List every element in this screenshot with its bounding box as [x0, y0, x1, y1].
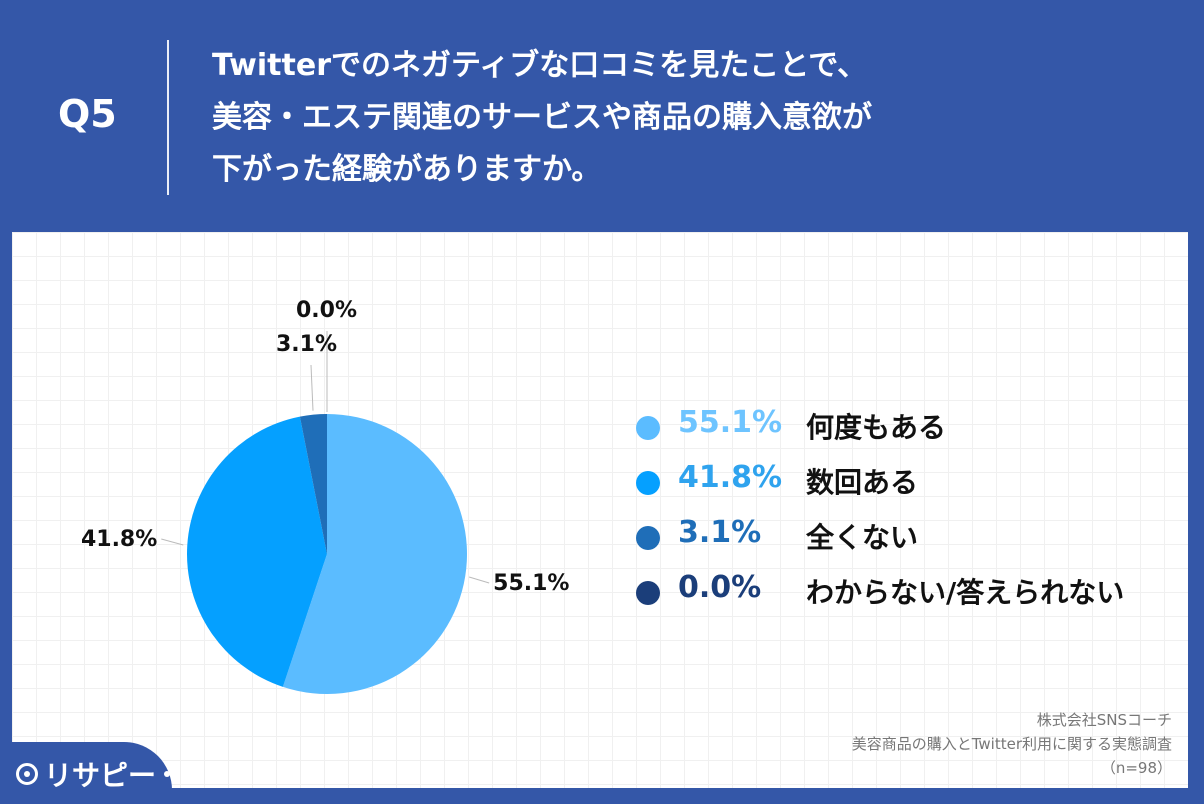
- location-pin-icon: [16, 763, 38, 785]
- pie-slices: [187, 414, 468, 694]
- question-line-2: 美容・エステ関連のサービスや商品の購入意欲が: [212, 100, 872, 135]
- legend-label: 数回ある: [806, 466, 919, 499]
- legend-percent: 55.1%: [678, 405, 783, 440]
- pie-slice: [282, 414, 468, 694]
- legend-swatch: [636, 471, 660, 495]
- chart-legend: 55.1% 何度もある 41.8% 数回ある 3.1% 全くない 0.0% わか…: [626, 398, 1186, 618]
- logo-text: リサピー: [44, 759, 157, 792]
- question-number: Q5: [58, 92, 117, 136]
- legend-item: 3.1% 全くない: [626, 508, 1186, 563]
- source-company: 株式会社SNSコーチ: [1036, 711, 1172, 729]
- legend-percent: 3.1%: [678, 515, 762, 550]
- legend-swatch: [636, 526, 660, 550]
- legend-percent: 41.8%: [678, 460, 783, 495]
- pie-slice: [187, 416, 327, 687]
- legend-swatch: [636, 416, 660, 440]
- data-label: 41.8%: [81, 527, 157, 552]
- data-label: 55.1%: [493, 571, 569, 596]
- source-note: 株式会社SNSコーチ 美容商品の購入とTwitter利用に関する実態調査 （n=…: [852, 708, 1172, 780]
- pie-slice: [299, 414, 327, 554]
- legend-swatch: [636, 581, 660, 605]
- question-line-3: 下がった経験がありますか。: [212, 152, 602, 187]
- leader-line: [469, 576, 490, 584]
- leader-lines: [161, 331, 490, 584]
- data-label: 3.1%: [276, 332, 337, 357]
- question-line-1: Twitterでのネガティブな口コミを見たことで、: [212, 48, 868, 83]
- brand-logo: リサピー: [16, 754, 171, 794]
- source-sample: （n=98）: [1100, 759, 1172, 777]
- header-banner: Q5 Twitterでのネガティブな口コミを見たことで、 美容・エステ関連のサー…: [0, 0, 1204, 232]
- legend-percent: 0.0%: [678, 570, 762, 605]
- logo-dot-icon: [164, 771, 171, 777]
- question-text: Twitterでのネガティブな口コミを見たことで、 美容・エステ関連のサービスや…: [212, 40, 872, 196]
- source-survey: 美容商品の購入とTwitter利用に関する実態調査: [851, 735, 1172, 753]
- leader-line: [161, 538, 184, 546]
- legend-label: 全くない: [806, 521, 919, 554]
- leader-line: [310, 364, 314, 411]
- legend-item: 41.8% 数回ある: [626, 453, 1186, 508]
- legend-item: 55.1% 何度もある: [626, 398, 1186, 453]
- legend-item: 0.0% わからない/答えられない: [626, 563, 1186, 618]
- data-labels: 55.1% 41.8% 3.1% 0.0%: [81, 298, 570, 596]
- data-label: 0.0%: [296, 298, 357, 323]
- legend-label: 何度もある: [806, 411, 947, 444]
- legend-label: わからない/答えられない: [806, 576, 1125, 609]
- header-divider: [167, 40, 169, 195]
